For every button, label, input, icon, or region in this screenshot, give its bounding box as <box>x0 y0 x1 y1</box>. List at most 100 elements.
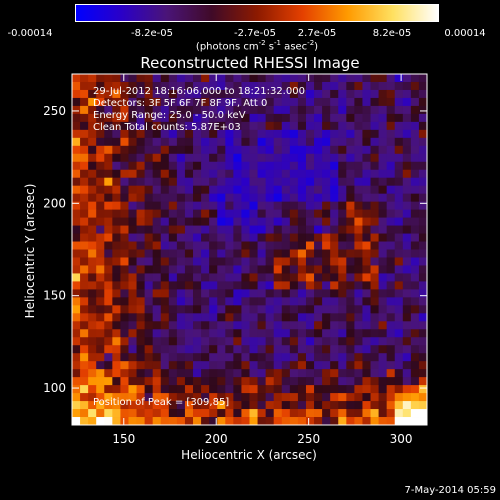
heatmap-cell <box>168 401 178 410</box>
heatmap-cell <box>96 121 105 131</box>
heatmap-cell <box>241 129 250 139</box>
heatmap-cell <box>184 265 194 274</box>
heatmap-cell <box>354 313 363 322</box>
heatmap-cell <box>176 113 186 123</box>
heatmap-cell <box>184 321 194 330</box>
heatmap-cell <box>346 337 355 346</box>
heatmap-cell <box>112 393 121 402</box>
heatmap-cell <box>297 145 307 155</box>
heatmap-cell <box>346 225 355 234</box>
heatmap-cell <box>273 369 283 378</box>
heatmap-cell <box>346 169 355 179</box>
heatmap-cell <box>410 417 420 426</box>
heatmap-cell <box>168 409 178 418</box>
heatmap-cell <box>72 353 81 362</box>
heatmap-cell <box>273 105 283 115</box>
heatmap-cell <box>354 121 363 131</box>
heatmap-cell <box>72 305 81 314</box>
heatmap-cell <box>72 177 81 187</box>
heatmap-cell <box>354 401 363 410</box>
heatmap-cell <box>265 409 275 418</box>
heatmap-cell <box>80 145 89 155</box>
heatmap-cell <box>297 257 307 266</box>
heatmap-cell <box>72 137 81 147</box>
heatmap-cell <box>80 129 89 139</box>
heatmap-cell <box>338 273 347 282</box>
heatmap-cell <box>281 337 291 346</box>
heatmap-cell <box>104 137 113 147</box>
heatmap-cell <box>394 369 404 378</box>
heatmap-cell <box>265 241 275 250</box>
heatmap-cell <box>209 257 218 266</box>
heatmap-cell <box>394 417 404 426</box>
heatmap-cell <box>297 89 307 99</box>
heatmap-cell <box>289 217 299 226</box>
heatmap-cell <box>297 241 307 250</box>
heatmap-cell <box>314 401 323 410</box>
heatmap-cell <box>112 313 121 322</box>
heatmap-cell <box>160 417 170 426</box>
heatmap-cell <box>394 393 404 402</box>
heatmap-cell <box>322 209 331 218</box>
heatmap-cell <box>193 201 202 211</box>
heatmap-cell <box>80 337 89 346</box>
heatmap-cell <box>338 161 347 171</box>
heatmap-cell <box>338 137 347 147</box>
heatmap-cell <box>314 329 323 338</box>
heatmap-cell <box>257 305 267 314</box>
heatmap-cell <box>176 345 186 354</box>
heatmap-cell <box>289 353 299 362</box>
heatmap-cell <box>410 169 420 179</box>
heatmap-cell <box>112 105 121 115</box>
heatmap-cell <box>362 177 371 187</box>
heatmap-cell <box>265 257 275 266</box>
heatmap-cell <box>362 145 371 155</box>
heatmap-cell <box>72 265 81 274</box>
heatmap-cell <box>225 345 234 354</box>
heatmap-cell <box>184 145 194 155</box>
heatmap-cell <box>88 153 97 163</box>
heatmap-cell <box>370 241 379 250</box>
heatmap-cell <box>330 297 339 306</box>
heatmap-cell <box>225 281 234 290</box>
heatmap-cell <box>152 369 162 378</box>
heatmap-cell <box>201 353 210 362</box>
heatmap-cell <box>249 153 258 163</box>
heatmap-cell <box>217 209 226 218</box>
heatmap-cell <box>136 74 146 83</box>
heatmap-cell <box>289 129 299 139</box>
heatmap-cell <box>201 201 210 211</box>
heatmap-cell <box>265 225 275 234</box>
heatmap-cell <box>362 297 371 306</box>
heatmap-cell <box>273 409 283 418</box>
heatmap-cell <box>362 121 371 131</box>
heatmap-cell <box>217 185 226 195</box>
heatmap-cell <box>144 74 154 83</box>
heatmap-cell <box>72 185 81 195</box>
heatmap-cell <box>362 289 371 298</box>
heatmap-cell <box>80 201 89 211</box>
heatmap-cell <box>289 81 299 91</box>
heatmap-cell <box>72 417 81 426</box>
heatmap-cell <box>370 209 379 218</box>
heatmap-cell <box>249 337 258 346</box>
heatmap-cell <box>217 393 226 402</box>
heatmap-cell <box>338 385 347 394</box>
heatmap-cell <box>241 97 250 107</box>
heatmap-cell <box>386 273 396 282</box>
heatmap-cell <box>402 297 412 306</box>
heatmap-cell <box>144 393 154 402</box>
heatmap-cell <box>378 241 388 250</box>
heatmap-cell <box>241 329 250 338</box>
heatmap-cell <box>281 97 291 107</box>
heatmap-cell <box>168 265 178 274</box>
heatmap-cell <box>410 289 420 298</box>
heatmap-cell <box>80 233 89 242</box>
heatmap-cell <box>80 401 89 410</box>
heatmap-cell <box>378 81 388 91</box>
heatmap-cell <box>241 297 250 306</box>
heatmap-cell <box>362 97 371 107</box>
heatmap-cell <box>330 289 339 298</box>
heatmap-cell <box>410 97 420 107</box>
heatmap-cell <box>112 137 121 147</box>
